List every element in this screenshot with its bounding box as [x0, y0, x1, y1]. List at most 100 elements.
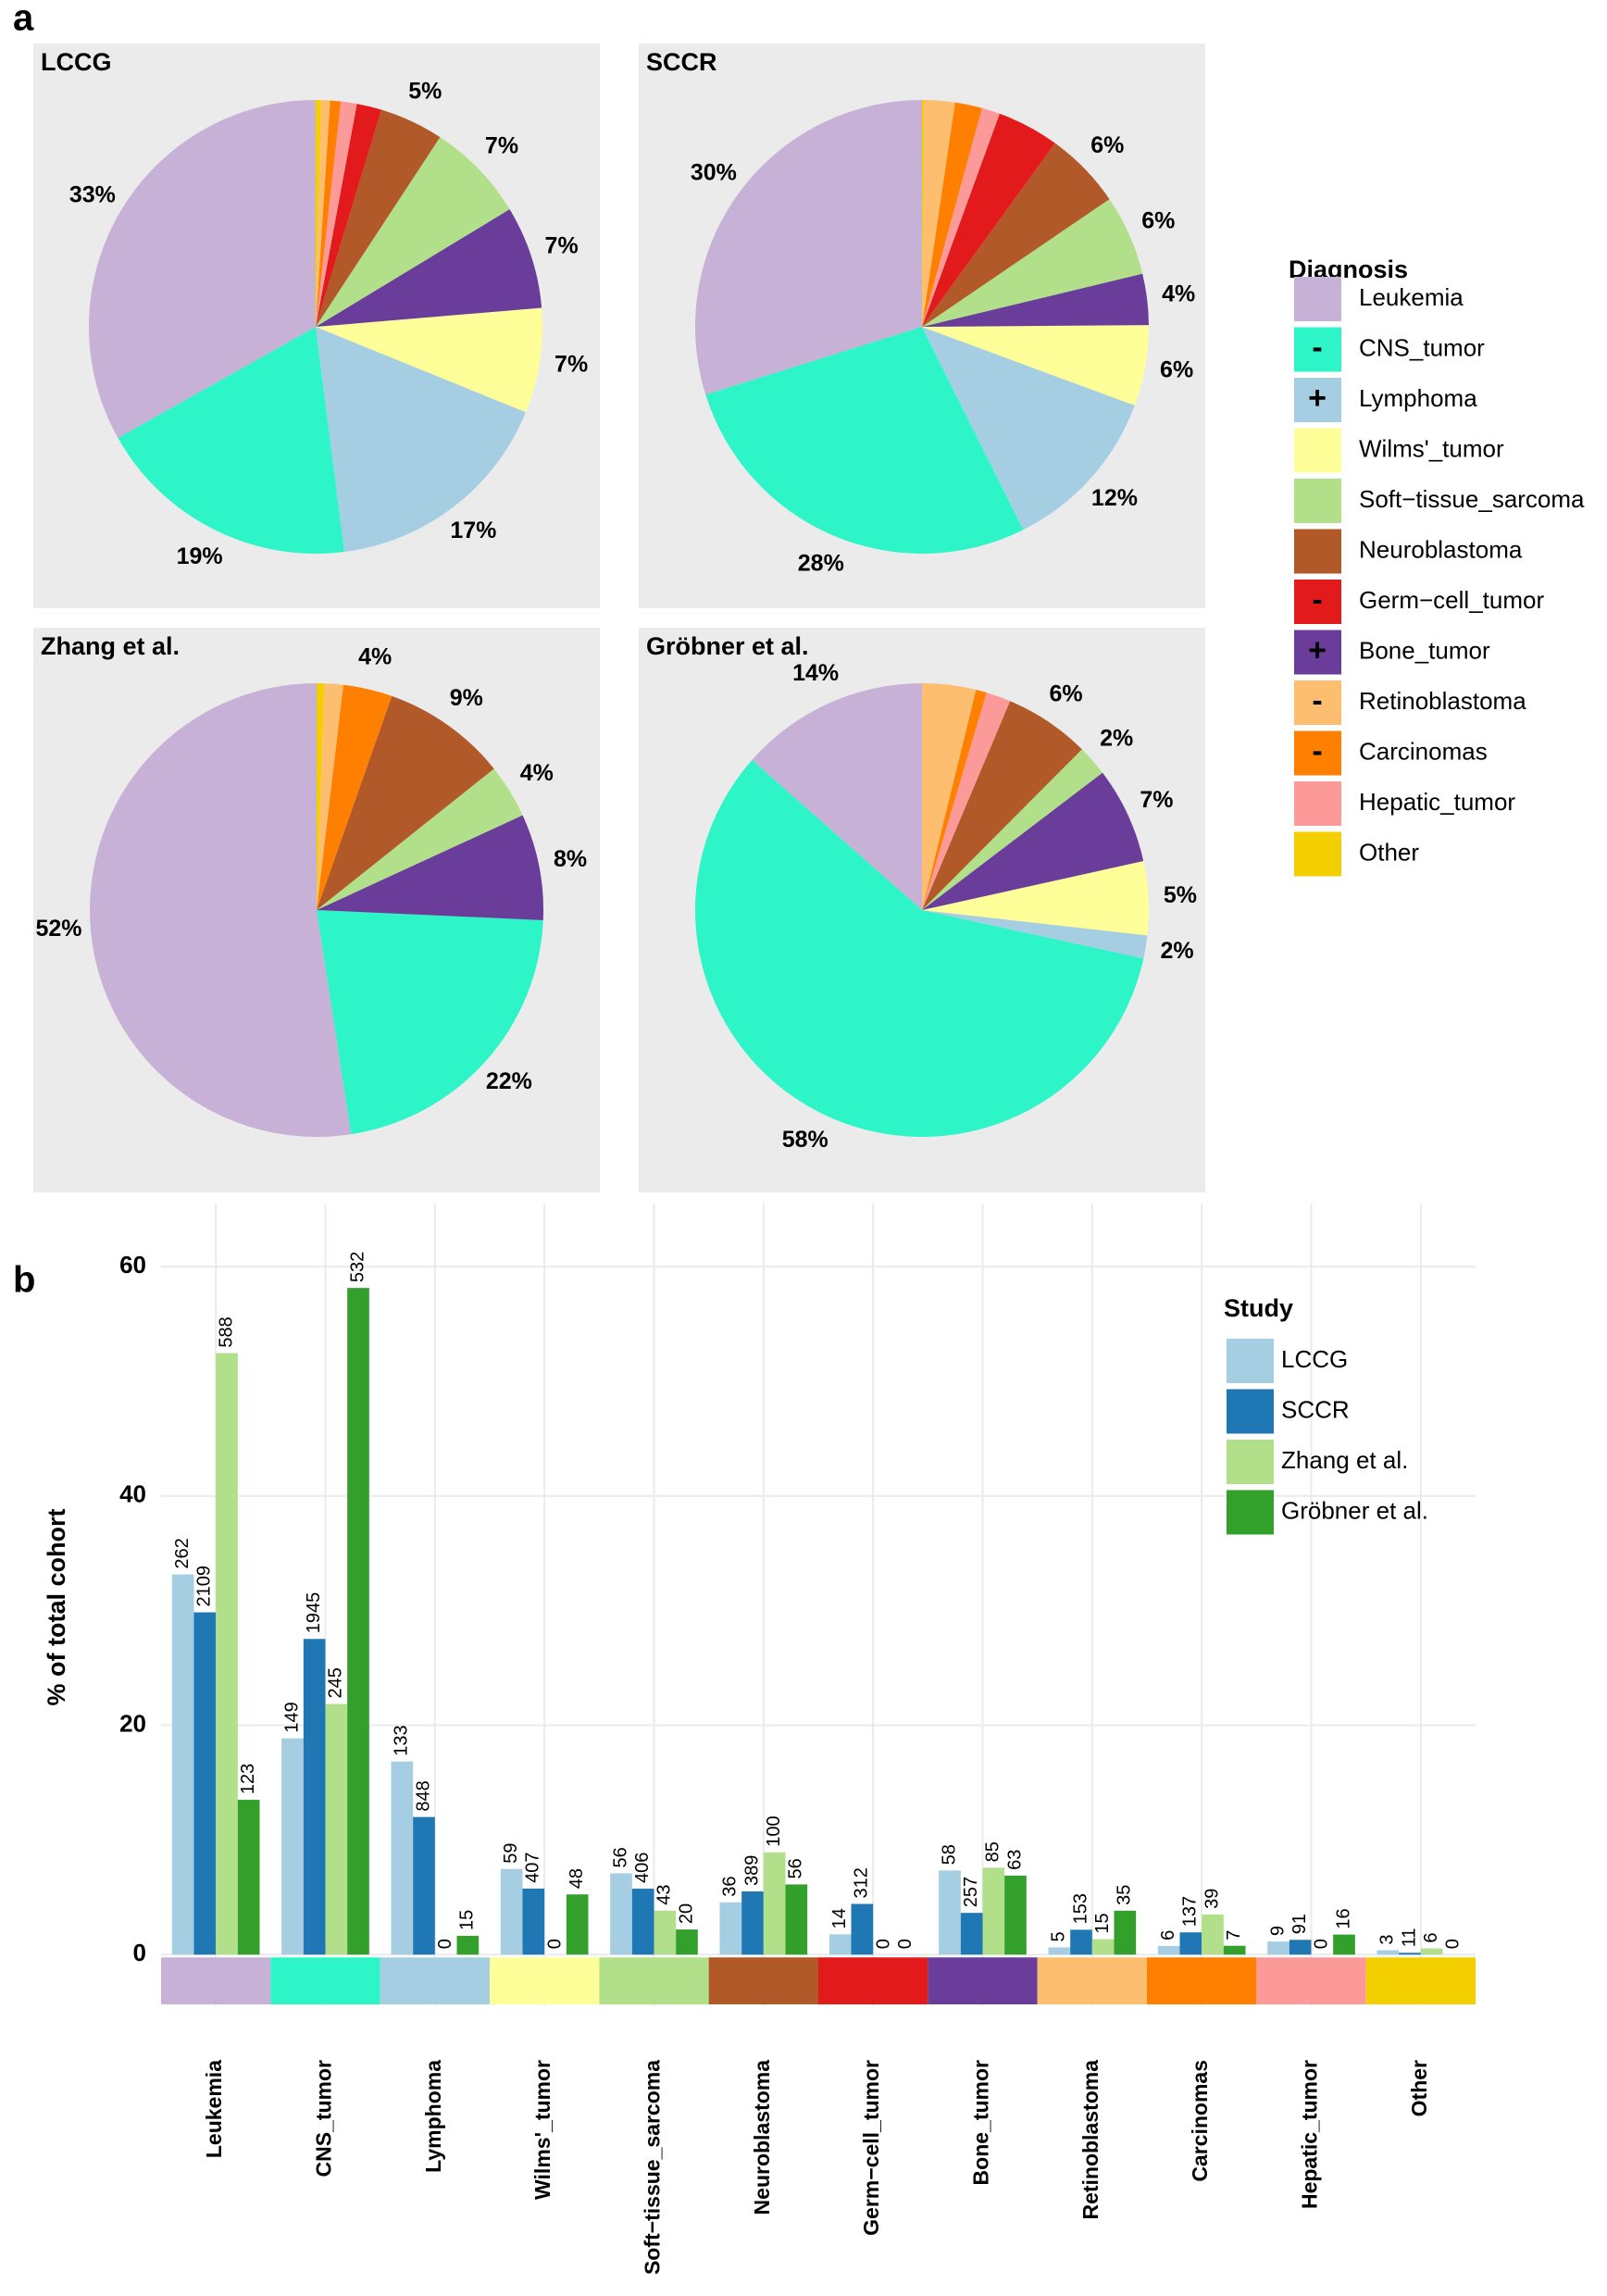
category-strip [1365, 1957, 1476, 2004]
slice-label: 30% [691, 159, 737, 185]
bar-count-label: 63 [1004, 1850, 1025, 1870]
legend-symbol: - [1312, 683, 1322, 718]
pie-slice [316, 104, 382, 328]
legend-key [1294, 730, 1341, 776]
bar-count-label: 137 [1180, 1896, 1201, 1927]
legend-key [1227, 1440, 1274, 1484]
bar [1004, 1875, 1027, 1955]
pie-title: Zhang et al. [41, 632, 180, 660]
legend-key [1227, 1490, 1274, 1535]
bar [1289, 1940, 1312, 1955]
pie-slice [90, 683, 352, 1137]
bar-count-label: 15 [1092, 1913, 1113, 1933]
bar-count-label: 133 [392, 1725, 412, 1755]
bar-count-label: 7 [1224, 1930, 1244, 1940]
pie-slice [317, 695, 494, 910]
x-tick-label: Leukemia [202, 2060, 226, 2158]
pie-slice [316, 101, 357, 327]
bar-count-label: 15 [457, 1910, 478, 1930]
bar-count-label: 91 [1289, 1914, 1310, 1934]
x-tick-label: Soft−tissue_sarcoma [641, 2060, 665, 2275]
bar-count-label: 123 [238, 1764, 258, 1794]
bar [413, 1816, 435, 1955]
bar [522, 1888, 545, 1955]
pie-slice [922, 100, 955, 327]
slice-label: 6% [1160, 357, 1193, 383]
bar-count-label: 9 [1267, 1926, 1288, 1936]
legend-symbol: - [1312, 733, 1322, 768]
pie-slice [922, 690, 987, 910]
bar [456, 1935, 480, 1955]
x-tick-label: Lymphoma [421, 2060, 445, 2173]
pie-slice [922, 102, 982, 327]
bar-count-label: 3 [1377, 1934, 1398, 1944]
slice-label: 58% [782, 1127, 828, 1153]
bar [391, 1761, 414, 1955]
bar [939, 1870, 961, 1955]
bar-count-label: 153 [1070, 1893, 1090, 1924]
bar [785, 1884, 808, 1955]
category-strip [490, 1957, 600, 2004]
bar-count-label: 14 [829, 1908, 850, 1928]
bar-count-label: 36 [720, 1877, 741, 1897]
pie-slice [316, 137, 510, 327]
bar [1399, 1953, 1421, 1955]
bar [1202, 1914, 1224, 1955]
legend-label: Gröbner et al. [1281, 1496, 1428, 1524]
y-tick-label: 60 [119, 1251, 146, 1279]
legend-label: Leukemia [1359, 283, 1464, 311]
legend-key [1227, 1339, 1274, 1383]
x-tick-label: Hepatic_tumor [1298, 2060, 1322, 2209]
bar [566, 1894, 589, 1955]
pie-slice [922, 701, 1082, 910]
bar-count-label: 257 [961, 1877, 981, 1907]
pie-slice [316, 100, 321, 327]
bar-count-label: 149 [281, 1702, 302, 1732]
category-strip [1037, 1957, 1147, 2004]
pie-slice [922, 682, 977, 910]
panel-label: a [13, 0, 34, 39]
legend-key [1294, 680, 1341, 725]
panel-label: b [13, 1260, 35, 1301]
legend-label: CNS_tumor [1359, 333, 1485, 361]
pie-slice [317, 910, 543, 1135]
bar [1267, 1941, 1289, 1955]
legend-label: Hepatic_tumor [1359, 788, 1515, 816]
bar-count-label: 0 [544, 1939, 565, 1949]
bar [763, 1852, 786, 1955]
legend-label: Retinoblastoma [1359, 687, 1526, 715]
bar [1070, 1929, 1092, 1955]
pie-title: LCCG [41, 48, 112, 76]
slice-label: 52% [35, 916, 81, 942]
pie-slice [317, 683, 343, 910]
bar-count-label: 262 [172, 1538, 193, 1568]
slice-label: 7% [554, 352, 588, 378]
slice-label: 14% [792, 660, 839, 686]
slice-label: 2% [1161, 938, 1194, 964]
legend-label: Neuroblastoma [1359, 535, 1523, 563]
bar-count-label: 35 [1115, 1885, 1135, 1905]
category-strip [599, 1957, 709, 2004]
category-strip [1147, 1957, 1257, 2004]
pie-slice [316, 100, 330, 328]
legend-symbol: + [1308, 381, 1327, 416]
pie-slice [922, 325, 1149, 406]
y-tick-label: 0 [133, 1939, 146, 1966]
pie-slice [317, 768, 523, 910]
bar [325, 1703, 348, 1955]
x-tick-label: Retinoblastoma [1078, 2060, 1102, 2220]
pie-slice [922, 113, 1055, 327]
pie-slice [922, 861, 1149, 936]
bar-count-label: 0 [1312, 1939, 1332, 1949]
pie-slice [317, 682, 325, 910]
bar-count-label: 20 [676, 1903, 696, 1924]
pie-slice [922, 910, 1148, 959]
legend-symbol: - [1312, 330, 1322, 365]
legend-label: Carcinomas [1359, 737, 1488, 765]
bar-count-label: 0 [873, 1939, 893, 1949]
bar [1420, 1948, 1443, 1955]
bar [237, 1800, 260, 1955]
bar-count-label: 6 [1421, 1932, 1441, 1942]
pie-slice [317, 684, 392, 910]
